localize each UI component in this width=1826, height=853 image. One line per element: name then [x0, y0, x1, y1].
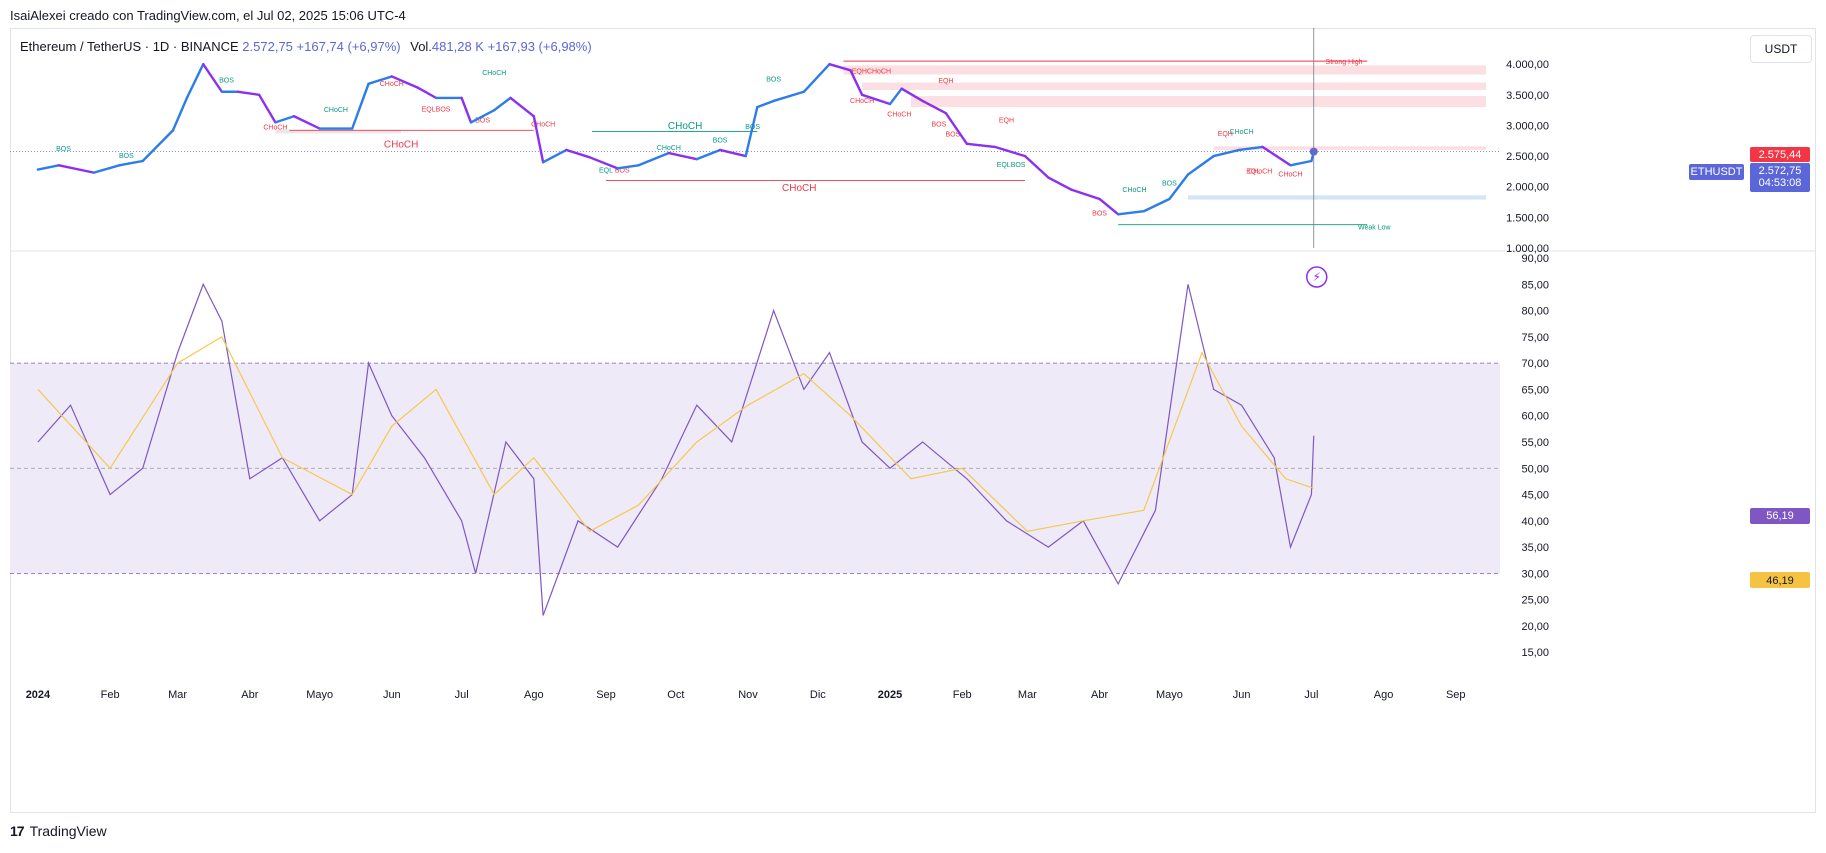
volume-value: 481,28 K [431, 39, 484, 54]
symbol-legend[interactable]: Ethereum / TetherUS · 1D · BINANCE 2.572… [20, 39, 592, 54]
legend-price: 2.572,75 [242, 39, 293, 54]
currency-button[interactable]: USDT [1750, 35, 1812, 63]
tradingview-logo[interactable]: 17 TradingView [10, 823, 107, 839]
legend-change: +167,74 (+6,97%) [296, 39, 401, 54]
author-line: IsaiAlexei creado con TradingView.com, e… [10, 8, 406, 23]
symbol-name[interactable]: Ethereum / TetherUS · 1D · BINANCE [20, 39, 239, 54]
tradingview-mark-icon: 17 [10, 823, 25, 839]
volume-label: Vol. [410, 39, 432, 54]
chart-frame [10, 28, 1816, 813]
brand-label: TradingView [29, 823, 107, 839]
volume-change: +167,93 (+6,98%) [487, 39, 592, 54]
